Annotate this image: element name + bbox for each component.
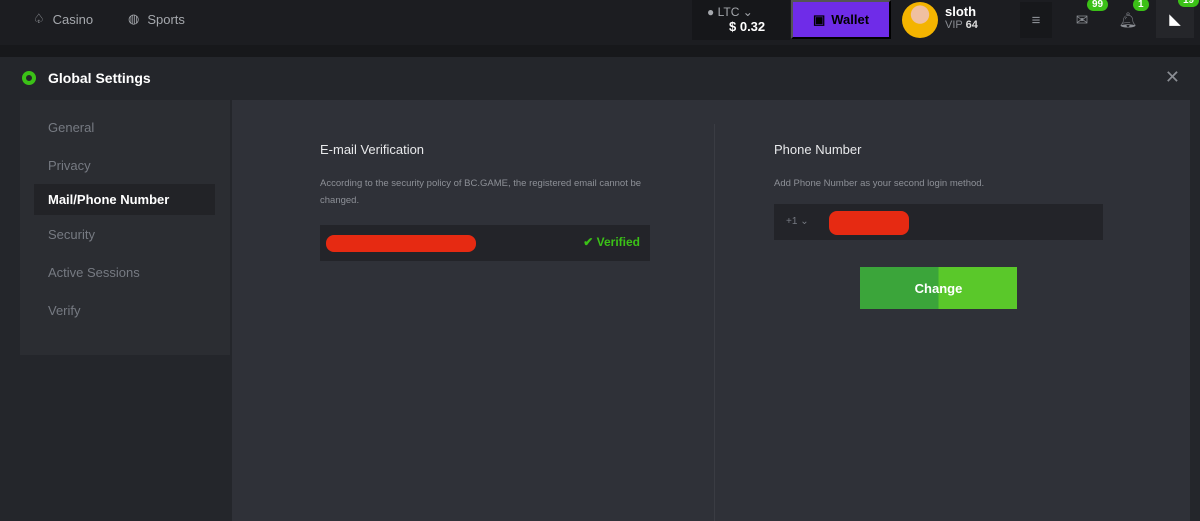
sidebar-item-verify[interactable]: Verify bbox=[48, 302, 81, 318]
check-circle-icon: ✔ bbox=[583, 235, 594, 249]
settings-sidebar: General Privacy Mail/Phone Number Securi… bbox=[20, 100, 230, 355]
redacted-email bbox=[326, 235, 476, 252]
phone-title: Phone Number bbox=[774, 142, 862, 157]
balance: $ 0.32 bbox=[729, 19, 766, 34]
email-title: E-mail Verification bbox=[320, 142, 425, 157]
sidebar-item-general[interactable]: General bbox=[48, 119, 95, 135]
modal-title: Global Settings bbox=[48, 70, 151, 86]
phone-description: Add Phone Number as your second login me… bbox=[774, 178, 985, 189]
email-field: ✔ Verified bbox=[320, 225, 650, 261]
menu-icon[interactable]: ≡ bbox=[1020, 2, 1052, 38]
settings-modal: Global Settings ✕ General Privacy Mail/P… bbox=[0, 57, 1200, 521]
change-button[interactable]: Change bbox=[860, 267, 1017, 309]
sidebar-item-mail-phone[interactable]: Mail/Phone Number bbox=[34, 184, 215, 215]
divider bbox=[714, 124, 715, 521]
settings-content: E-mail Verification According to the sec… bbox=[232, 100, 1190, 521]
close-icon[interactable]: ✕ bbox=[1164, 67, 1180, 87]
sidebar-item-security[interactable]: Security bbox=[48, 226, 95, 242]
username: sloth bbox=[945, 4, 977, 19]
mail-icon[interactable]: ✉ 99 bbox=[1066, 0, 1109, 36]
settings-icon bbox=[22, 71, 36, 85]
phone-field[interactable]: +1 ⌄ bbox=[774, 204, 1103, 240]
redacted-phone bbox=[829, 211, 909, 235]
chat-icon[interactable]: ◣ 19 bbox=[1156, 0, 1200, 38]
sidebar-item-active-sessions[interactable]: Active Sessions bbox=[48, 264, 140, 280]
chevron-down-icon: ⌄ bbox=[742, 5, 753, 19]
email-description: According to the security policy of BC.G… bbox=[320, 178, 642, 206]
country-code-select[interactable]: +1 ⌄ bbox=[786, 216, 809, 227]
wallet-icon: ▣ bbox=[812, 11, 826, 27]
currency-selector[interactable]: ● LTC ⌄ $ 0.32 bbox=[692, 0, 790, 40]
nav-sports[interactable]: ◍ Sports bbox=[128, 11, 185, 27]
bell-icon[interactable]: 🔔︎ 1 bbox=[1112, 0, 1149, 36]
top-bar: ♤ Casino ◍ Sports ● LTC ⌄ $ 0.32 ▣ Wallet s… bbox=[0, 0, 1200, 45]
vip-level: VIP 64 bbox=[945, 19, 978, 31]
wallet-button[interactable]: ▣ Wallet bbox=[791, 0, 891, 39]
ltc-icon: ● bbox=[707, 5, 715, 19]
avatar[interactable] bbox=[902, 2, 938, 38]
sports-icon: ◍ bbox=[128, 11, 140, 26]
sidebar-item-privacy[interactable]: Privacy bbox=[48, 157, 91, 173]
chevron-down-icon: ⌄ bbox=[800, 216, 809, 227]
verified-status: ✔ Verified bbox=[583, 235, 640, 249]
casino-icon: ♤ bbox=[33, 11, 45, 26]
nav-casino[interactable]: ♤ Casino bbox=[33, 11, 94, 27]
